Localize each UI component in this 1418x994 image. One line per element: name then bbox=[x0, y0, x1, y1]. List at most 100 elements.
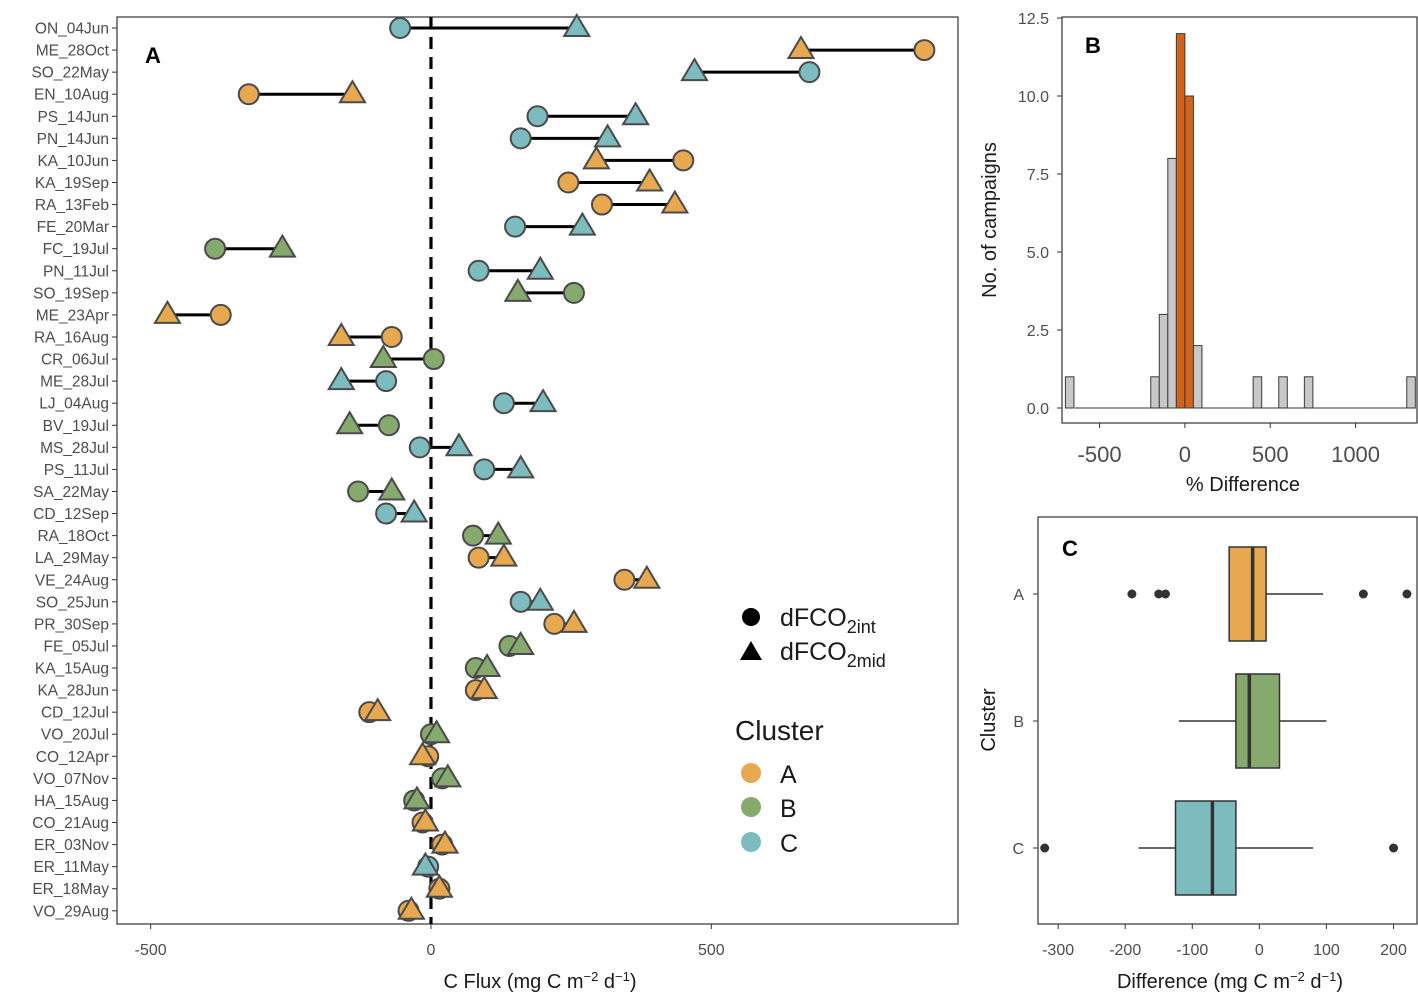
campaign-label: LA_29May bbox=[35, 550, 109, 567]
point-dfco2int bbox=[422, 348, 445, 371]
x-tick-label: -100 bbox=[1176, 942, 1208, 959]
panel-c-x-axis-title: Difference (mg C m−2 d−1) bbox=[1117, 969, 1343, 994]
campaign-label: PS_11Jul bbox=[44, 462, 109, 479]
point-dfco2mid bbox=[433, 763, 463, 788]
point-dfco2mid bbox=[444, 432, 474, 457]
point-dfco2int bbox=[913, 39, 936, 62]
point-dfco2mid bbox=[399, 498, 429, 523]
legend-cluster-c-label: C bbox=[780, 830, 798, 858]
legend-dfco2mid-label: dFCO2mid bbox=[780, 638, 886, 671]
point-dfco2mid bbox=[632, 564, 662, 589]
campaign-label: FE_05Jul bbox=[44, 638, 109, 655]
panel-c: A B C -300 -200 -100 0 100 200 C Cluster Differ… bbox=[978, 516, 1418, 994]
campaign-label: PN_14Jun bbox=[37, 131, 109, 148]
y-tick-label: C bbox=[1012, 841, 1024, 858]
x-tick-label: 500 bbox=[698, 942, 725, 959]
y-tick-label: 10.0 bbox=[1018, 89, 1049, 106]
campaign-label: KA_19Sep bbox=[35, 175, 109, 192]
point-dfco2mid bbox=[408, 741, 437, 766]
panel-c-tag: C bbox=[1062, 536, 1078, 561]
point-dfco2mid bbox=[635, 167, 664, 192]
campaign-label: RA_18Oct bbox=[37, 528, 109, 545]
point-dfco2int bbox=[590, 193, 613, 216]
x-tick-label: -500 bbox=[135, 942, 167, 959]
point-dfco2int bbox=[380, 325, 403, 348]
point-dfco2int bbox=[237, 83, 260, 106]
campaign-label: PN_11Jul bbox=[43, 263, 109, 280]
point-dfco2mid bbox=[506, 630, 535, 655]
y-tick-label: 5.0 bbox=[1027, 245, 1049, 262]
campaign-label: RA_13Feb bbox=[35, 197, 109, 214]
point-dfco2int bbox=[509, 590, 532, 613]
x-tick-label: 100 bbox=[1313, 942, 1340, 959]
campaign-label: KA_10Jun bbox=[37, 153, 109, 170]
x-tick-label: 0 bbox=[427, 942, 436, 959]
point-dfco2int bbox=[377, 414, 400, 437]
panel-c-x-axis: -300 -200 -100 0 100 200 bbox=[1042, 924, 1407, 959]
legend-cluster-a-label: A bbox=[780, 761, 797, 789]
point-dfco2mid bbox=[338, 79, 367, 104]
point-dfco2mid bbox=[430, 829, 460, 854]
panel-b-frame bbox=[1061, 16, 1418, 424]
point-dfco2int bbox=[467, 259, 490, 282]
x-tick-label: 1000 bbox=[1331, 442, 1380, 467]
panel-b: 0.0 2.5 5.0 7.5 10.0 12.5 -500 0 500 1000 B No. … bbox=[979, 11, 1418, 496]
campaign-label: LJ_04Aug bbox=[39, 396, 109, 413]
campaign-label: SO_19Sep bbox=[33, 285, 109, 302]
point-dfco2mid bbox=[377, 476, 406, 501]
outlier-point bbox=[1154, 589, 1164, 599]
panel-b-x-axis: -500 0 500 1000 bbox=[1078, 423, 1380, 467]
campaign-label: HA_15Aug bbox=[34, 793, 109, 810]
panel-b-y-axis: 0.0 2.5 5.0 7.5 10.0 12.5 bbox=[1018, 11, 1062, 418]
panel-b-tag: B bbox=[1085, 33, 1101, 58]
box-iqr bbox=[1174, 800, 1237, 896]
point-dfco2mid bbox=[568, 211, 597, 236]
campaign-label: MS_28Jul bbox=[40, 440, 109, 457]
campaign-label: FC_19Jul bbox=[43, 241, 109, 258]
x-tick-label: -300 bbox=[1042, 942, 1074, 959]
y-tick-label: 0.0 bbox=[1027, 401, 1049, 418]
shape-legend: dFCO2int dFCO2mid bbox=[740, 604, 886, 671]
campaign-label: VE_24Aug bbox=[35, 572, 109, 589]
panel-c-y-axis: A B C bbox=[1012, 587, 1038, 858]
campaign-label: VO_07Nov bbox=[33, 771, 109, 788]
point-dfco2int bbox=[543, 612, 566, 635]
point-dfco2int bbox=[389, 17, 412, 39]
point-dfco2mid bbox=[506, 454, 535, 479]
point-dfco2int bbox=[557, 171, 580, 194]
point-dfco2mid bbox=[335, 410, 364, 435]
campaign-label: ME_23Apr bbox=[36, 307, 109, 324]
point-dfco2mid bbox=[327, 322, 356, 346]
campaign-label: SA_22May bbox=[33, 484, 109, 501]
point-dfco2mid bbox=[489, 542, 519, 567]
point-dfco2mid bbox=[369, 344, 398, 369]
panel-a-x-axis: -500 0 500 bbox=[135, 924, 725, 959]
point-dfco2mid bbox=[411, 807, 440, 832]
panel-a-y-axis: ON_04Jun ME_28Oct SO_22May EN_10Aug PS_14Jun… bbox=[31, 21, 117, 920]
legend-circle-symbol bbox=[742, 608, 760, 626]
y-tick-label: 12.5 bbox=[1018, 11, 1049, 28]
campaign-label: KA_15Aug bbox=[35, 661, 109, 678]
point-dfco2mid bbox=[411, 851, 440, 876]
histogram-bar bbox=[1167, 157, 1177, 409]
campaign-label: CD_12Jul bbox=[41, 705, 109, 722]
point-dfco2mid bbox=[327, 366, 356, 391]
histogram-bar bbox=[1303, 376, 1314, 409]
histogram-bar bbox=[1192, 345, 1203, 409]
campaign-label: ER_18May bbox=[32, 881, 109, 898]
campaign-label: VO_29Aug bbox=[33, 903, 109, 920]
panel-a-points bbox=[153, 13, 936, 922]
point-dfco2int bbox=[375, 502, 398, 525]
panel-a-frame bbox=[116, 16, 959, 925]
campaign-label: BV_19Jul bbox=[43, 418, 109, 435]
campaign-label: PS_14Jun bbox=[37, 109, 109, 126]
point-dfco2mid bbox=[425, 873, 454, 898]
point-dfco2mid bbox=[526, 586, 555, 611]
point-dfco2int bbox=[613, 568, 636, 591]
legend-dfco2int-label: dFCO2int bbox=[780, 604, 876, 637]
histogram-bar bbox=[1184, 95, 1194, 409]
point-dfco2mid bbox=[153, 299, 182, 324]
campaign-label: CO_21Aug bbox=[32, 815, 109, 832]
legend-cluster-c-swatch bbox=[741, 832, 761, 852]
campaign-label: ME_28Oct bbox=[36, 43, 110, 60]
